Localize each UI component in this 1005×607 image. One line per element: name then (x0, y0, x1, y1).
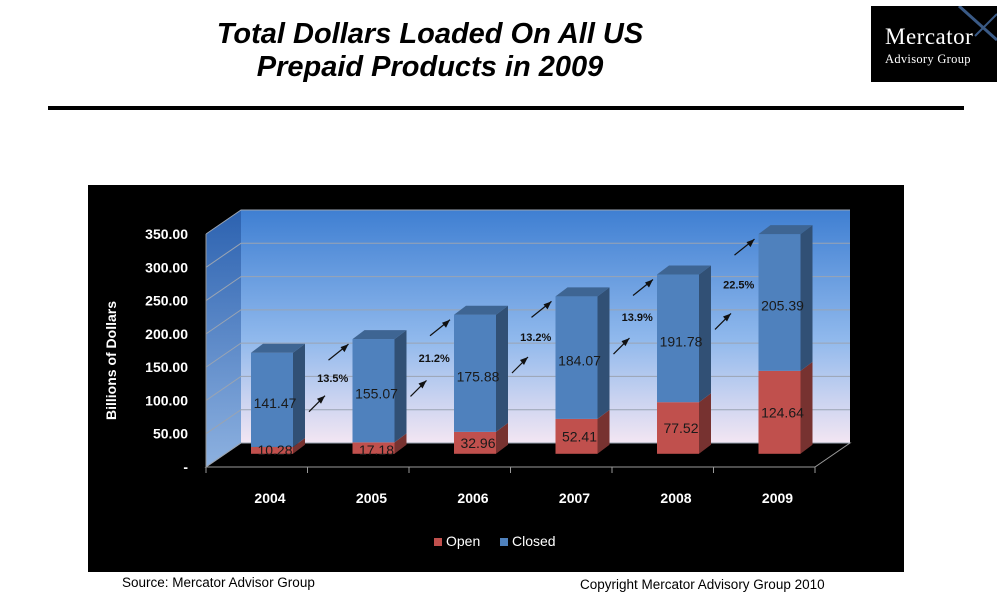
gridline (205, 342, 850, 368)
legend-label-open: Open (446, 533, 480, 549)
data-label-open-2007: 52.41 (562, 428, 597, 444)
chart-title: Total Dollars Loaded On All US Prepaid P… (150, 18, 710, 84)
bar-closed-2006-top (454, 305, 508, 315)
y-tick-label: 350.00 (145, 226, 188, 242)
x-tick-label: 2004 (254, 490, 285, 506)
gridline (205, 442, 850, 468)
bar-open-2008-side (699, 393, 711, 454)
y-tick-label: 100.00 (145, 392, 188, 408)
copyright-note: Copyright Mercator Advisory Group 2010 (580, 577, 825, 592)
bar-open-2005 (352, 442, 395, 454)
logo-x-mark-icon (957, 6, 997, 42)
gridline (205, 242, 850, 268)
growth-arrowhead (340, 344, 349, 353)
growth-arrowhead (645, 279, 653, 288)
bar-closed-2009 (758, 234, 801, 371)
legend-label-closed: Closed (512, 533, 556, 549)
growth-arrowhead (621, 338, 630, 347)
x-tick-label: 2009 (762, 490, 793, 506)
growth-arrowhead (746, 239, 755, 248)
bar-closed-2008 (657, 274, 699, 403)
gridline (205, 209, 850, 235)
bar-closed-2004-top (251, 343, 305, 353)
bar-open-2005-side (394, 433, 407, 454)
gridline (205, 276, 850, 301)
bar-open-2009-side (800, 361, 813, 454)
growth-arrowhead (543, 301, 552, 310)
growth-label: 13.5% (317, 373, 348, 385)
x-tick-label: 2006 (457, 490, 488, 506)
data-label-closed-2004: 141.47 (254, 395, 297, 411)
legend-swatch-open (434, 538, 442, 546)
source-note: Source: Mercator Advisor Group (122, 575, 315, 590)
logo-line-1: Mercator (885, 24, 974, 49)
growth-arrowhead (442, 319, 450, 328)
bar-closed-2007-top (555, 287, 610, 297)
data-label-open-2008: 77.52 (663, 420, 698, 436)
bar-open-2004 (251, 446, 293, 454)
bar-closed-2007 (555, 296, 598, 419)
bar-open-2007-side (597, 409, 610, 454)
data-label-open-2004: 10.28 (257, 442, 292, 458)
side-wall (206, 210, 241, 467)
growth-label: 21.2% (419, 353, 450, 365)
legend-swatch-closed (500, 538, 508, 546)
growth-label: 22.5% (723, 279, 754, 291)
growth-arrowhead (418, 380, 427, 389)
y-tick-label: - (183, 459, 188, 475)
data-label-open-2009: 124.64 (761, 404, 804, 420)
x-tick-label: 2007 (559, 490, 590, 506)
y-tick-label: 200.00 (145, 326, 188, 342)
y-tick-label: 250.00 (145, 293, 188, 309)
title-divider (48, 106, 964, 110)
bar-closed-2004 (251, 352, 293, 447)
bar-closed-2005 (352, 339, 395, 443)
bar-closed-2008-top (657, 265, 711, 275)
data-label-closed-2007: 184.07 (558, 353, 601, 369)
x-tick-label: 2005 (356, 490, 387, 506)
title-line-1: Total Dollars Loaded On All US (216, 18, 644, 50)
data-label-closed-2005: 155.07 (355, 386, 398, 402)
growth-label: 13.2% (520, 332, 551, 344)
bar-closed-2006 (454, 314, 496, 432)
bar-closed-2009-side (800, 225, 813, 371)
data-label-open-2005: 17.18 (359, 442, 394, 458)
y-tick-label: 50.00 (153, 426, 188, 442)
data-label-open-2006: 32.96 (460, 435, 495, 451)
bar-open-2004-side (293, 437, 305, 454)
gridline (205, 309, 850, 335)
bar-open-2009 (758, 370, 801, 454)
logo-line-2: Advisory Group (885, 52, 971, 66)
floor (204, 442, 852, 468)
gridline (205, 375, 850, 401)
bar-closed-2004-side (293, 343, 305, 447)
bar-closed-2005-side (394, 330, 407, 443)
y-tick-label: 150.00 (145, 359, 188, 375)
bar-closed-2007-side (597, 287, 610, 419)
data-label-closed-2009: 205.39 (761, 297, 804, 313)
stacked-bar-chart: - 50.00 100.00 150.00 200.00 250.00 300.00 350.… (103, 209, 852, 549)
bar-open-2007 (555, 418, 598, 454)
bar-closed-2009-top (758, 225, 813, 235)
bar-open-2006-side (496, 422, 508, 454)
bar-open-2008 (657, 402, 699, 454)
bar-open-2006 (454, 431, 496, 454)
growth-arrowhead (520, 357, 528, 366)
chart-container: - 50.00 100.00 150.00 200.00 250.00 300.00 350.… (88, 185, 904, 572)
y-axis-title: Billions of Dollars (103, 301, 119, 420)
bar-closed-2008-side (699, 265, 711, 403)
y-tick-label: 300.00 (145, 259, 188, 275)
title-line-2: Prepaid Products in 2009 (256, 51, 604, 83)
growth-arrowhead (317, 395, 325, 404)
gridline (205, 409, 850, 435)
mercator-logo: Mercator Advisory Group (871, 6, 997, 82)
x-tick-label: 2008 (660, 490, 691, 506)
growth-label: 13.9% (622, 312, 653, 324)
bar-closed-2005-top (352, 330, 407, 340)
bar-closed-2006-side (496, 305, 508, 432)
growth-arrowhead (723, 313, 731, 322)
data-label-closed-2008: 191.78 (660, 333, 703, 349)
data-label-closed-2006: 175.88 (457, 368, 500, 384)
